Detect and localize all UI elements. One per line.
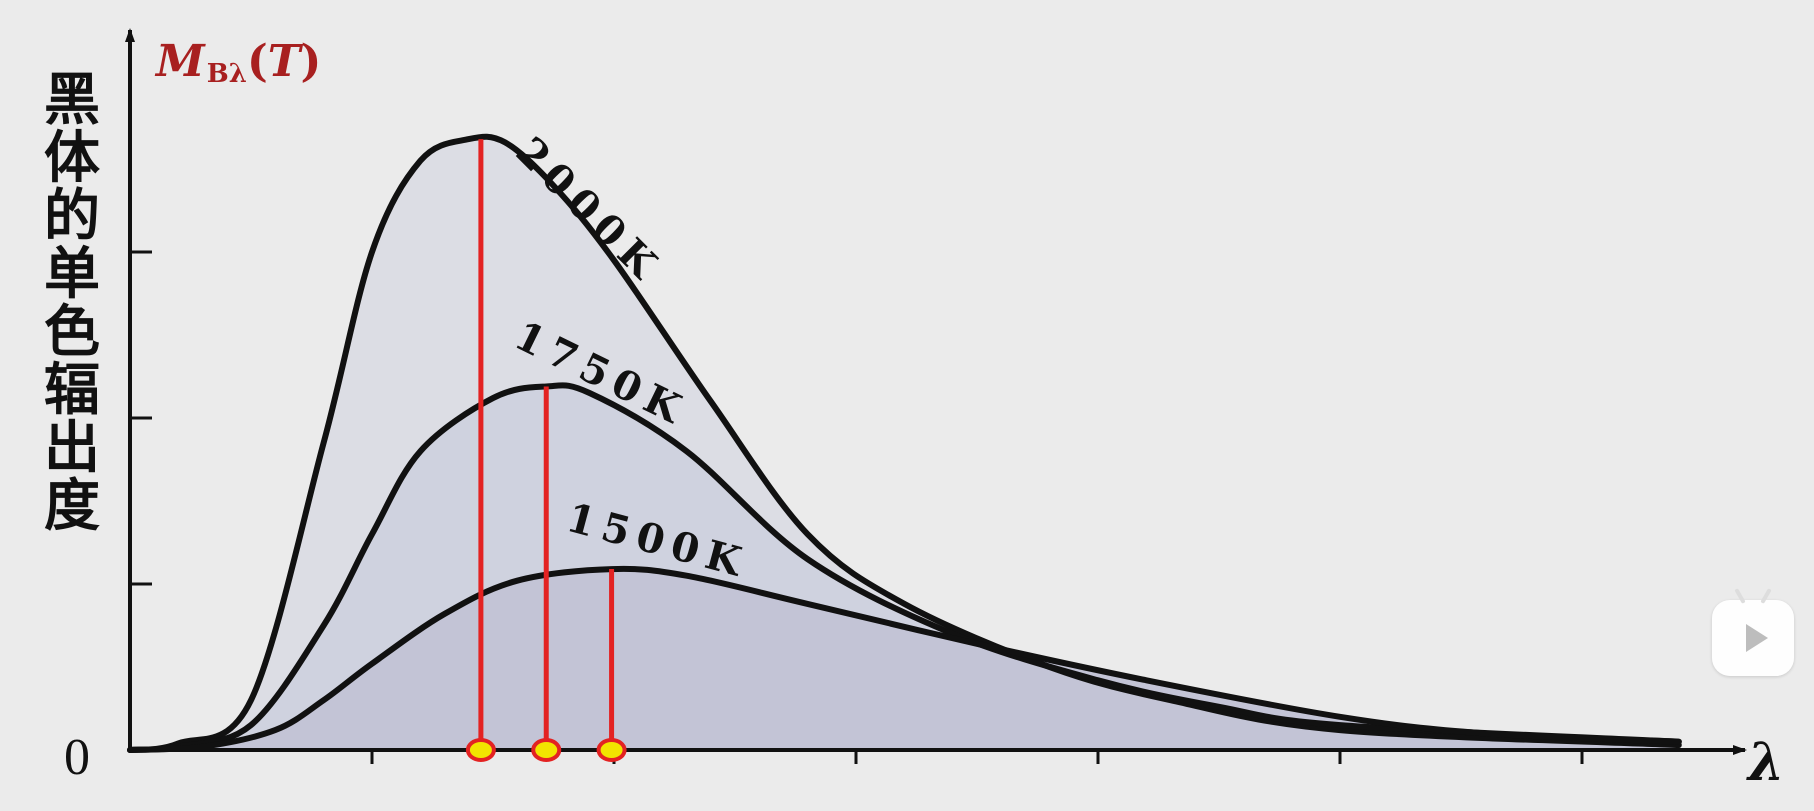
peak-marker-2000k [465,738,496,762]
y-symbol-variable: T [267,36,301,87]
y-axis-char: 辐 [44,358,100,423]
play-icon [1746,624,1768,652]
area-fill-1500k [130,568,1679,750]
y-axis-char: 的 [44,184,100,249]
peak-marker-1750k [531,738,562,762]
curve-1500k [127,565,1682,753]
y-axis-symbol: MBλ(T) [156,36,321,89]
play-button[interactable] [1712,588,1794,676]
y-symbol-main: M [156,36,205,87]
origin-label: 0 [64,729,90,786]
y-axis-char: 度 [44,474,100,539]
y-symbol-subscript: Bλ [206,59,247,89]
y-symbol-paren-close: ) [300,36,322,87]
y-axis-char: 黑 [44,68,100,133]
y-axis-char: 单 [44,242,100,307]
x-axis-label: λ [1748,732,1785,793]
peak-marker-1500k [596,738,627,762]
y-axis-char: 色 [44,300,100,365]
curve-1750k [127,382,1682,753]
y-symbol-paren-open: ( [246,36,268,87]
y-axis-char: 出 [44,416,100,481]
y-axis-char: 体 [44,126,100,191]
